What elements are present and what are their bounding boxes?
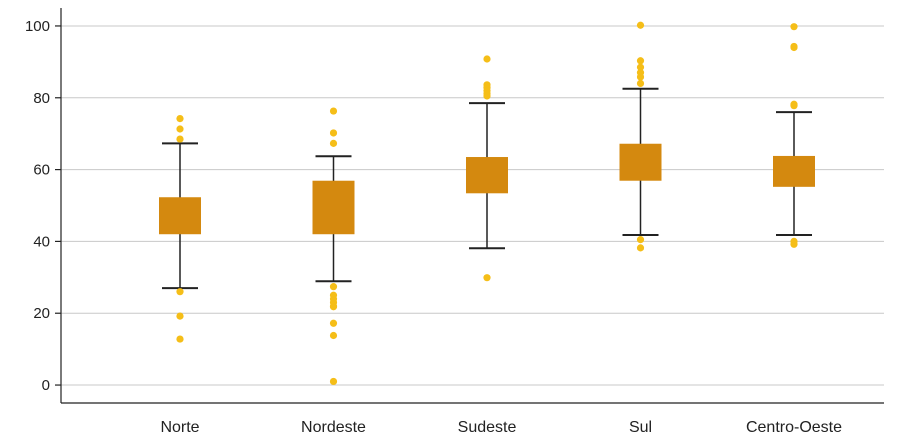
outlier-point [329,331,338,340]
y-tick-label-20: 20 [33,305,50,322]
x-category-label-centro-oeste: Centro-Oeste [746,419,842,436]
outlier-point [329,107,338,115]
outlier-point [176,288,184,296]
y-tick-label-60: 60 [33,162,50,179]
box-iqr [312,180,355,235]
x-category-label-sudeste: Sudeste [458,419,517,436]
outlier-point [329,139,338,147]
axes [60,8,884,404]
outlier-point [329,283,338,291]
box-centro-oeste [773,23,815,248]
y-tick-label-100: 100 [25,18,50,35]
box-iqr [773,155,815,187]
outlier-point [790,43,798,52]
outlier-point [636,79,645,88]
y-axis-tick-labels: 0 20 40 60 80 100 [25,18,61,394]
box-plots [159,21,815,386]
y-tick-label-40: 40 [33,233,50,250]
x-category-label-nordeste: Nordeste [301,419,366,436]
outlier-point [636,57,645,65]
box-sul [619,21,662,252]
x-category-label-norte: Norte [160,419,199,436]
outlier-point [483,55,491,63]
outlier-point [176,335,184,343]
outlier-point [483,92,491,100]
outlier-point [636,236,645,244]
outlier-point [483,274,491,282]
y-tick-label-80: 80 [33,90,50,107]
outlier-point [329,319,338,327]
outlier-point [176,115,184,123]
box-iqr [619,143,662,181]
box-iqr [159,197,201,235]
x-category-label-sul: Sul [629,419,652,436]
outlier-point [636,63,645,71]
box-sudeste [466,55,508,282]
outlier-point [636,73,645,81]
outlier-point [329,129,338,137]
outlier-point [790,102,798,110]
gridlines [61,25,884,386]
y-tick-label-0: 0 [42,377,50,394]
box-norte [159,115,201,343]
outlier-point [176,312,184,320]
outlier-point [636,21,645,29]
outlier-point [636,244,645,252]
x-axis-category-labels: Norte Nordeste Sudeste Sul Centro-Oeste [160,419,842,436]
box-nordeste [312,107,355,386]
outlier-point [329,303,338,311]
outlier-point [176,135,184,143]
box-iqr [466,157,508,194]
outlier-point [790,240,798,248]
outlier-point [329,377,338,386]
outlier-point [790,23,798,31]
outlier-point [176,125,184,133]
